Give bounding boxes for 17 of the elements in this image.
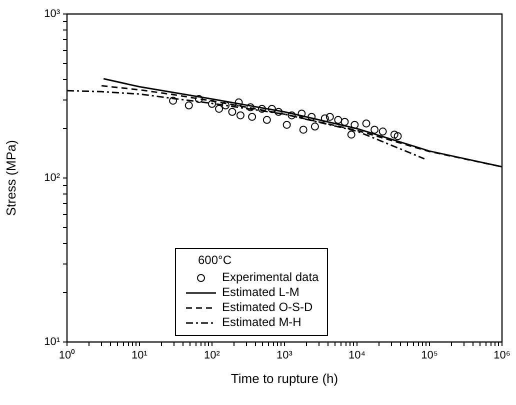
x-tick-label: 10⁴ xyxy=(348,350,366,362)
x-tick-label: 10¹ xyxy=(132,350,148,362)
y-axis-title: Stress (MPa) xyxy=(3,140,18,216)
legend-label: Experimental data xyxy=(222,270,319,285)
x-tick-label: 10⁵ xyxy=(421,350,438,362)
legend-label: Estimated M-H xyxy=(222,315,302,330)
legend-label: Estimated O-S-D xyxy=(222,300,313,315)
y-tick-label: 10² xyxy=(44,172,60,184)
y-tick-label: 10³ xyxy=(44,8,60,20)
x-tick-label: 10⁶ xyxy=(494,350,510,362)
legend-title: 600°C xyxy=(197,253,232,268)
x-axis-title: Time to rupture (h) xyxy=(230,370,338,386)
x-tick-label: 10⁰ xyxy=(58,348,76,362)
x-tick-label: 10³ xyxy=(276,350,293,362)
legend-label: Estimated L-M xyxy=(222,285,300,300)
x-tick-label: 10² xyxy=(204,350,220,362)
y-tick-label: 10¹ xyxy=(44,336,60,348)
